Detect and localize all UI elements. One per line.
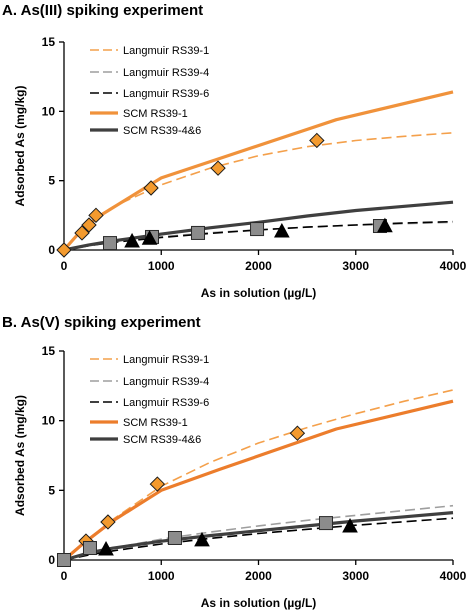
data-point-square (102, 236, 117, 251)
x-tick-label: 0 (61, 259, 68, 273)
panel-b-as-v-chart: B. As(V) spiking experiment 0 5 10 15 0 1000 20… (2, 314, 467, 610)
data-point-diamond (309, 132, 325, 149)
data-point-triangle (342, 517, 358, 533)
legend-label: SCM RS39-1 (123, 417, 188, 429)
x-tick-label: 3000 (342, 259, 369, 273)
legend-label: Langmuir RS39-1 (123, 45, 209, 57)
legend: Langmuir RS39-1 Langmuir RS39-4 Langmuir R… (90, 354, 209, 446)
data-point-diamond (88, 207, 104, 224)
legend-label: SCM RS39-1 (123, 108, 188, 120)
legend-label: Langmuir RS39-4 (123, 376, 209, 388)
data-point-diamond (143, 180, 159, 196)
data-point-triangle (274, 222, 290, 238)
series-line (63, 511, 454, 562)
data-point-square (57, 553, 71, 567)
series-line (63, 200, 454, 252)
data-point-triangle (124, 232, 140, 248)
panel-title: B. As(V) spiking experiment (2, 314, 201, 331)
x-tick-label: 2000 (245, 569, 272, 583)
x-axis-title: As in solution (µg/L) (201, 596, 317, 610)
y-tick-label: 5 (48, 483, 55, 497)
y-tick-label: 10 (42, 414, 56, 428)
x-tick-label: 1000 (148, 569, 175, 583)
data-point-square (82, 541, 97, 556)
data-point-diamond (81, 217, 97, 233)
x-tick-label: 4000 (440, 569, 467, 583)
data-point-triangle (98, 540, 114, 556)
data-point-square (191, 225, 206, 240)
y-tick-label: 10 (42, 104, 56, 118)
legend-label: Langmuir RS39-1 (123, 354, 209, 366)
legend: Langmuir RS39-1 Langmuir RS39-4 Langmuir R… (90, 45, 209, 137)
y-tick-label: 5 (48, 174, 55, 188)
legend-label: Langmuir RS39-6 (123, 397, 209, 409)
y-axis-title: Adsorbed As (mg/kg) (13, 86, 27, 207)
data-point-square (250, 222, 265, 237)
data-point-diamond (210, 160, 226, 176)
x-tick-label: 3000 (342, 569, 369, 583)
data-point-diamond (56, 242, 72, 258)
legend-label: SCM RS39-4&6 (123, 434, 201, 446)
x-axis-title: As in solution (µg/L) (201, 286, 317, 300)
legend-label: Langmuir RS39-4 (123, 67, 209, 79)
y-tick-label: 0 (48, 553, 55, 567)
x-tick-label: 0 (61, 569, 68, 583)
data-point-diamond (100, 514, 116, 530)
legend-label: SCM RS39-4&6 (123, 125, 201, 137)
y-tick-label: 0 (48, 243, 55, 257)
y-axis-title: Adsorbed As (mg/kg) (13, 395, 27, 516)
y-tick-label: 15 (42, 344, 56, 358)
legend-label: Langmuir RS39-6 (123, 88, 209, 100)
data-point-square (167, 530, 182, 545)
y-tick-label: 15 (42, 35, 56, 49)
data-point-triangle (141, 230, 158, 245)
x-tick-label: 4000 (440, 259, 467, 273)
data-point-square (318, 516, 333, 531)
series-line (63, 517, 454, 561)
panel-title: A. As(III) spiking experiment (2, 2, 203, 19)
x-tick-label: 2000 (245, 259, 272, 273)
data-point-diamond (149, 476, 166, 492)
data-point-diamond (74, 225, 90, 241)
x-tick-label: 1000 (148, 259, 175, 273)
data-point-triangle (377, 217, 393, 233)
data-point-triangle (194, 531, 210, 547)
panel-a-as-iii-chart: A. As(III) spiking experiment 0 5 10 15 0 1000… (2, 2, 467, 300)
data-point-diamond (289, 425, 306, 441)
